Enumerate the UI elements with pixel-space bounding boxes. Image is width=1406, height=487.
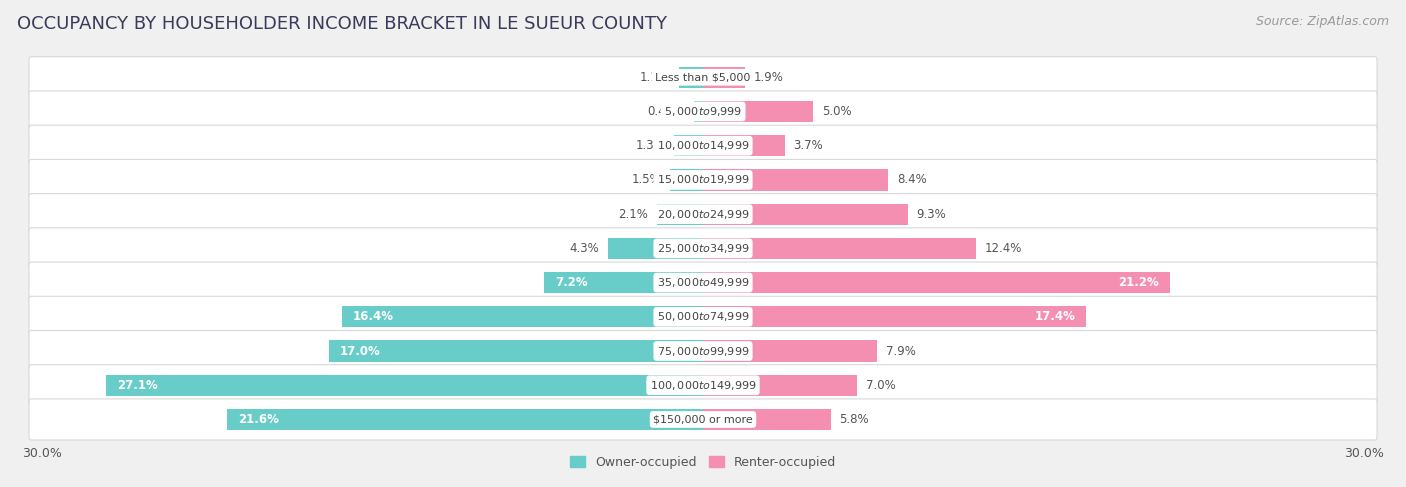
Text: 17.0%: 17.0% bbox=[339, 344, 380, 357]
Bar bbox=[342, 306, 703, 327]
Bar bbox=[105, 375, 703, 396]
FancyBboxPatch shape bbox=[30, 125, 1376, 166]
Text: 8.4%: 8.4% bbox=[897, 173, 927, 187]
Text: 2.1%: 2.1% bbox=[619, 207, 648, 221]
FancyBboxPatch shape bbox=[30, 262, 1376, 303]
Text: 7.0%: 7.0% bbox=[866, 379, 896, 392]
FancyBboxPatch shape bbox=[30, 331, 1376, 372]
Text: OCCUPANCY BY HOUSEHOLDER INCOME BRACKET IN LE SUEUR COUNTY: OCCUPANCY BY HOUSEHOLDER INCOME BRACKET … bbox=[17, 15, 666, 33]
Text: $25,000 to $34,999: $25,000 to $34,999 bbox=[657, 242, 749, 255]
Text: 7.9%: 7.9% bbox=[886, 344, 915, 357]
Text: $35,000 to $49,999: $35,000 to $49,999 bbox=[657, 276, 749, 289]
FancyBboxPatch shape bbox=[30, 159, 1376, 201]
FancyBboxPatch shape bbox=[30, 194, 1376, 235]
Bar bbox=[703, 238, 976, 259]
Bar bbox=[329, 340, 703, 362]
Bar bbox=[703, 67, 745, 88]
Text: 5.8%: 5.8% bbox=[839, 413, 869, 426]
Bar bbox=[657, 204, 703, 225]
Legend: Owner-occupied, Renter-occupied: Owner-occupied, Renter-occupied bbox=[565, 451, 841, 474]
Bar bbox=[669, 169, 703, 190]
Bar bbox=[703, 409, 831, 430]
FancyBboxPatch shape bbox=[30, 56, 1376, 98]
Text: 1.5%: 1.5% bbox=[631, 173, 661, 187]
FancyBboxPatch shape bbox=[30, 228, 1376, 269]
Text: $150,000 or more: $150,000 or more bbox=[654, 414, 752, 425]
Text: 17.4%: 17.4% bbox=[1035, 310, 1076, 323]
Text: Less than $5,000: Less than $5,000 bbox=[655, 72, 751, 82]
Text: $20,000 to $24,999: $20,000 to $24,999 bbox=[657, 207, 749, 221]
Bar bbox=[703, 272, 1170, 293]
Text: $100,000 to $149,999: $100,000 to $149,999 bbox=[650, 379, 756, 392]
Text: 12.4%: 12.4% bbox=[986, 242, 1022, 255]
Text: $15,000 to $19,999: $15,000 to $19,999 bbox=[657, 173, 749, 187]
FancyBboxPatch shape bbox=[30, 399, 1376, 440]
Text: 21.2%: 21.2% bbox=[1118, 276, 1159, 289]
Text: $10,000 to $14,999: $10,000 to $14,999 bbox=[657, 139, 749, 152]
Bar bbox=[675, 135, 703, 156]
Text: 16.4%: 16.4% bbox=[353, 310, 394, 323]
Text: Source: ZipAtlas.com: Source: ZipAtlas.com bbox=[1256, 15, 1389, 28]
Bar bbox=[703, 204, 908, 225]
Bar bbox=[679, 67, 703, 88]
FancyBboxPatch shape bbox=[30, 365, 1376, 406]
Bar bbox=[703, 101, 813, 122]
Text: 21.6%: 21.6% bbox=[238, 413, 280, 426]
Text: 0.42%: 0.42% bbox=[648, 105, 685, 118]
Text: 5.0%: 5.0% bbox=[823, 105, 852, 118]
Bar bbox=[703, 306, 1087, 327]
Bar bbox=[703, 375, 858, 396]
Bar bbox=[703, 340, 877, 362]
Text: 7.2%: 7.2% bbox=[555, 276, 588, 289]
Text: 1.3%: 1.3% bbox=[636, 139, 665, 152]
Bar bbox=[228, 409, 703, 430]
Bar bbox=[703, 169, 889, 190]
Bar bbox=[609, 238, 703, 259]
Bar bbox=[544, 272, 703, 293]
Text: $75,000 to $99,999: $75,000 to $99,999 bbox=[657, 344, 749, 357]
FancyBboxPatch shape bbox=[30, 91, 1376, 132]
Text: 27.1%: 27.1% bbox=[117, 379, 157, 392]
Bar bbox=[703, 135, 785, 156]
Text: 9.3%: 9.3% bbox=[917, 207, 946, 221]
Text: 1.9%: 1.9% bbox=[754, 71, 783, 84]
Text: 1.1%: 1.1% bbox=[640, 71, 669, 84]
Text: $5,000 to $9,999: $5,000 to $9,999 bbox=[664, 105, 742, 118]
Text: $50,000 to $74,999: $50,000 to $74,999 bbox=[657, 310, 749, 323]
Text: 3.7%: 3.7% bbox=[793, 139, 823, 152]
FancyBboxPatch shape bbox=[30, 296, 1376, 337]
Text: 4.3%: 4.3% bbox=[569, 242, 599, 255]
Bar bbox=[693, 101, 703, 122]
